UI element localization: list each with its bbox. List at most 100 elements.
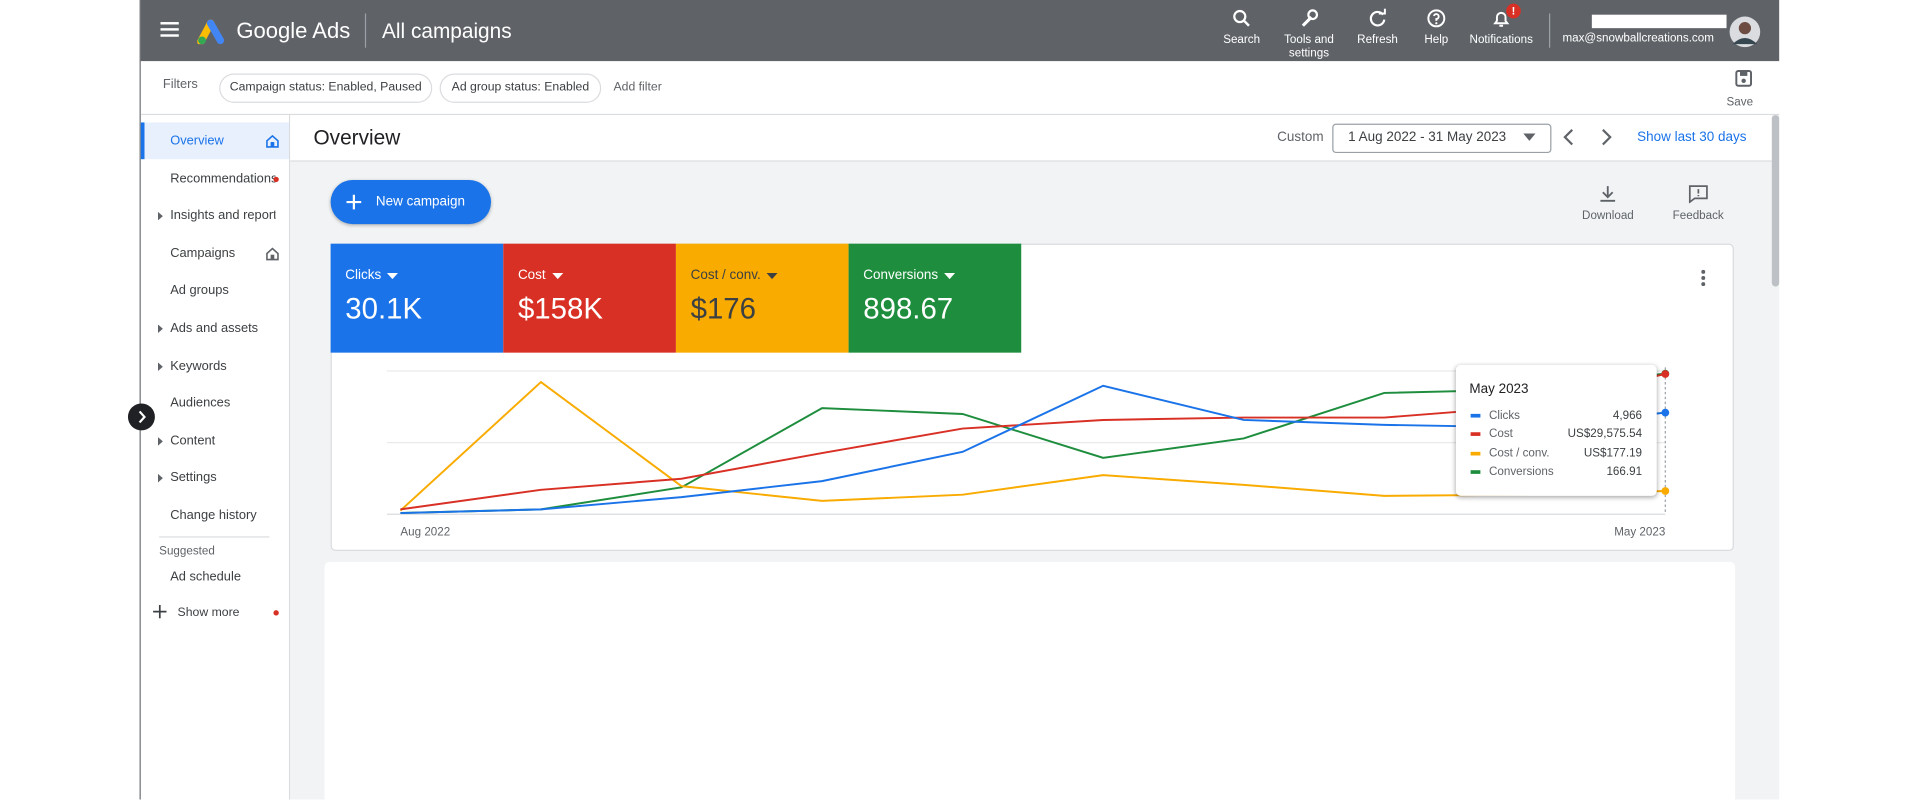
- next-button[interactable]: [1599, 127, 1614, 147]
- tooltip-value: 4,966: [1612, 408, 1643, 423]
- nav-item[interactable]: Recommendations: [170, 170, 276, 186]
- tooltip-value: US$177.19: [1583, 446, 1643, 460]
- nav-item[interactable]: Audiences: [170, 395, 231, 411]
- metric-value: $176: [690, 292, 756, 326]
- tool-label[interactable]: Notifications: [1469, 33, 1533, 47]
- tooltip-value: US$29,575.54: [1567, 427, 1643, 442]
- nav-active-bar: [140, 122, 145, 160]
- metric-value: $158K: [517, 292, 603, 326]
- product-name: Google Ads: [236, 18, 351, 43]
- metric-name: Conversions: [863, 268, 939, 283]
- overview-title: Overview: [313, 126, 401, 150]
- notification-badge: !: [1506, 3, 1521, 19]
- tool-icon[interactable]: [1299, 9, 1319, 29]
- save-icon[interactable]: [1734, 69, 1754, 89]
- nav-item[interactable]: Keywords: [170, 358, 227, 373]
- date-range[interactable]: 1 Aug 2022 - 31 May 2023: [1348, 129, 1507, 145]
- page-name: All campaigns: [382, 19, 512, 43]
- feedback-icon[interactable]: [1688, 185, 1709, 204]
- nav-item[interactable]: Ad groups: [170, 283, 229, 299]
- dropdown-icon: [551, 273, 563, 280]
- download-icon[interactable]: [1599, 185, 1616, 202]
- nav-item[interactable]: Insights and reports: [170, 208, 276, 224]
- date-picker[interactable]: [1332, 123, 1552, 154]
- alert-dot: [273, 176, 279, 182]
- dropdown-icon: [944, 273, 956, 280]
- nav-item[interactable]: Content: [170, 433, 216, 448]
- menu-icon[interactable]: [160, 22, 180, 39]
- nav-item[interactable]: Overview: [170, 133, 224, 149]
- divider: [1548, 13, 1551, 48]
- account-box: [1591, 14, 1727, 29]
- expand-arrow: [157, 474, 163, 483]
- filter-chip[interactable]: Campaign status: Enabled, Paused: [219, 73, 433, 103]
- legend-swatch: [1470, 451, 1481, 456]
- nav-item[interactable]: Change history: [170, 508, 257, 523]
- home-icon: [266, 247, 279, 261]
- avatar[interactable]: [1729, 16, 1761, 48]
- expand-arrow: [157, 212, 163, 221]
- top-bar: Google Ads All campaigns max@snowballcre…: [140, 0, 1780, 62]
- collapse-button[interactable]: [127, 403, 155, 431]
- home-icon: [266, 134, 279, 148]
- tool-icon[interactable]: [1368, 8, 1388, 29]
- legend-name: Cost / conv.: [1488, 446, 1550, 460]
- scrollbar[interactable]: [1771, 115, 1780, 287]
- tool-icon[interactable]: [1427, 9, 1447, 29]
- filter-chip[interactable]: Ad group status: Enabled: [439, 73, 602, 103]
- filters-label: Filters: [162, 77, 198, 92]
- expand-arrow: [157, 436, 163, 446]
- table-card: [324, 562, 1736, 800]
- sidebar: [140, 115, 291, 800]
- tool-label[interactable]: Search: [1223, 33, 1261, 47]
- tooltip-title: May 2023: [1469, 382, 1529, 397]
- save-label[interactable]: Save: [1726, 95, 1754, 109]
- expand-arrow: [157, 361, 163, 371]
- metric-tile[interactable]: [675, 243, 849, 353]
- more-menu[interactable]: [1698, 268, 1708, 288]
- nav-item[interactable]: Settings: [170, 470, 217, 486]
- metric-tile[interactable]: [503, 243, 676, 353]
- nav-item[interactable]: Ad schedule: [170, 569, 241, 585]
- new-campaign-label[interactable]: New campaign: [375, 194, 466, 210]
- show-more[interactable]: Show more: [177, 606, 240, 620]
- tool-label[interactable]: Help: [1424, 33, 1449, 47]
- legend-name: Clicks: [1488, 408, 1521, 423]
- metric-name: Clicks: [345, 268, 382, 283]
- metric-tile[interactable]: [330, 243, 504, 353]
- tool-icon[interactable]: [1232, 9, 1252, 29]
- tooltip-value: 166.91: [1606, 465, 1643, 479]
- alert-dot: [273, 610, 279, 616]
- nav-item[interactable]: Ads and assets: [170, 320, 259, 336]
- metric-value: 30.1K: [345, 292, 423, 326]
- metric-value: 898.67: [863, 292, 954, 326]
- legend-name: Cost: [1488, 427, 1513, 442]
- nav-item[interactable]: Campaigns: [170, 245, 236, 261]
- feedback-label[interactable]: Feedback: [1672, 209, 1724, 223]
- dropdown-icon: [387, 273, 399, 280]
- legend-swatch: [1470, 470, 1481, 474]
- metric-tile[interactable]: [848, 243, 1022, 353]
- legend-swatch: [1470, 413, 1481, 418]
- nav-active: [140, 122, 289, 160]
- prev-button[interactable]: [1561, 127, 1576, 147]
- account-email[interactable]: max@snowballcreations.com: [1562, 31, 1714, 46]
- suggested-label: Suggested: [159, 544, 215, 559]
- filter-bar: Filters Save: [140, 61, 1780, 116]
- tool-label[interactable]: Tools and: [1284, 33, 1334, 47]
- app-border: [139, 0, 141, 800]
- tool-icon[interactable]: [1491, 9, 1511, 29]
- tool-label[interactable]: Refresh: [1357, 33, 1398, 47]
- show-last[interactable]: Show last 30 days: [1637, 129, 1747, 145]
- legend-name: Conversions: [1488, 465, 1554, 479]
- divider: [364, 13, 367, 48]
- tool-label[interactable]: settings: [1288, 46, 1330, 61]
- add-filter[interactable]: Add filter: [613, 80, 662, 95]
- range-type: Custom: [1277, 129, 1324, 145]
- plus-icon: [153, 604, 167, 619]
- download-label[interactable]: Download: [1582, 209, 1634, 223]
- ads-logo: [197, 19, 225, 45]
- nav-divider: [159, 536, 270, 538]
